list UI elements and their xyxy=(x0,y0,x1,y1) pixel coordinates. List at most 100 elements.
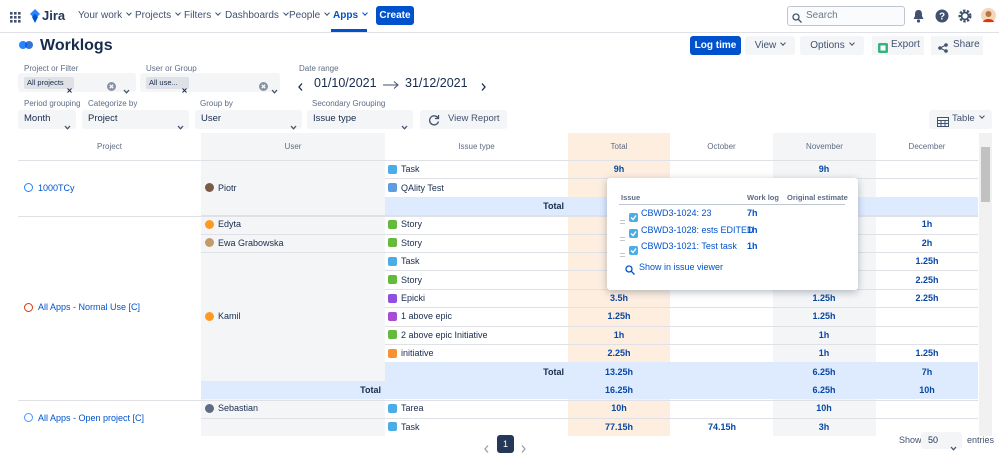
icon-part xyxy=(481,83,486,91)
view-report-label: View Report xyxy=(448,113,500,124)
icon-part xyxy=(271,89,278,94)
nav-item[interactable]: Projects xyxy=(135,10,180,21)
icon-part xyxy=(938,44,947,52)
grouping-select[interactable] xyxy=(307,110,413,129)
worklogs-logo xyxy=(18,38,34,50)
chevron-icon xyxy=(290,117,297,130)
cell-value: 13.25h xyxy=(604,366,634,377)
nav-item[interactable]: People xyxy=(289,10,329,21)
column-header[interactable]: Issue type xyxy=(458,142,495,151)
icon-part xyxy=(916,19,921,23)
popup-issue-link[interactable]: CBWD3-1021: Test task xyxy=(641,241,737,251)
icon-part xyxy=(19,41,27,49)
page-size-label: Show xyxy=(899,435,922,445)
log-time-button[interactable]: Log time xyxy=(690,36,741,55)
icon-part xyxy=(18,12,21,15)
search-box[interactable] xyxy=(787,6,905,26)
icon-part xyxy=(629,245,638,255)
nav-bar xyxy=(0,0,999,33)
icon-part xyxy=(290,125,297,130)
icon-part xyxy=(10,12,21,23)
icon-part xyxy=(10,16,13,19)
popup-worklog: 1h xyxy=(747,241,758,251)
page-size-suffix: entries xyxy=(967,435,995,445)
nav-item[interactable]: Filters xyxy=(184,10,220,21)
column-header[interactable]: User xyxy=(284,142,302,151)
filter-label: Date range xyxy=(299,64,339,73)
cell-value: 1h xyxy=(613,329,625,340)
icon-part xyxy=(429,115,440,126)
date-arrow xyxy=(383,77,399,89)
nav-item[interactable]: Your work xyxy=(78,10,131,21)
column-header[interactable]: Total xyxy=(610,142,628,151)
cell-value: 2.25h xyxy=(915,293,939,303)
grouping-select[interactable] xyxy=(18,110,76,129)
popup-issue-link[interactable]: CBWD3-1024: 23 xyxy=(641,208,712,218)
cell-value: 2.25h xyxy=(915,274,939,285)
project-name[interactable]: All Apps - Open project [C] xyxy=(38,412,145,423)
jira-logo xyxy=(29,9,40,23)
project-name[interactable]: 1000TCy xyxy=(38,182,75,193)
icon-part xyxy=(30,9,40,23)
grouping-select[interactable] xyxy=(195,110,302,129)
grouping-label: Secondary Grouping xyxy=(312,99,386,108)
icon-part xyxy=(298,83,303,91)
icon-part xyxy=(18,20,21,23)
date-end: 31/12/2021 xyxy=(405,76,468,90)
search-placeholder: Search xyxy=(806,10,838,21)
cell-value: 1.25h xyxy=(915,348,939,359)
icon-part xyxy=(630,247,637,253)
column-header[interactable]: October xyxy=(707,142,736,151)
create-button[interactable]: Create xyxy=(376,6,414,25)
icon-part xyxy=(629,212,638,222)
cell-value: 1h xyxy=(818,348,830,359)
grouping-label: Period grouping xyxy=(24,99,81,108)
cell-value: 10h xyxy=(919,385,935,395)
filter-label: User or Group xyxy=(146,64,197,73)
icon-part xyxy=(629,245,638,255)
share-label: Share xyxy=(953,39,980,50)
chevron-icon xyxy=(123,81,130,94)
header-border xyxy=(18,160,978,161)
icon-part xyxy=(401,125,408,130)
user-total-row xyxy=(385,362,978,381)
project-chip-label: All projects xyxy=(27,78,64,87)
icon-part xyxy=(109,84,114,89)
icon-part xyxy=(10,20,13,23)
page-button[interactable]: 1 xyxy=(497,435,514,453)
icon-part xyxy=(797,18,802,23)
popup-issue-link[interactable]: CBWD3-1028: ests EDITED xyxy=(641,224,754,235)
icon-part xyxy=(18,16,21,19)
clear-icon xyxy=(107,78,116,91)
user-avatar xyxy=(205,311,214,321)
column-header[interactable]: November xyxy=(806,142,843,151)
drag-handle xyxy=(620,244,625,257)
chevron-icon xyxy=(401,117,408,130)
page-size-select[interactable] xyxy=(921,432,962,449)
view-report-button[interactable] xyxy=(420,110,507,129)
icon-part xyxy=(629,212,638,222)
cell-value: 2.25h xyxy=(607,348,631,359)
grouping-select[interactable] xyxy=(82,110,189,129)
date-start: 01/10/2021 xyxy=(314,76,377,90)
issue-type-icon xyxy=(388,293,397,303)
grouping-value: User xyxy=(201,113,222,124)
project-name[interactable]: All Apps - Normal Use [C] xyxy=(38,302,141,313)
scrollbar-thumb xyxy=(981,147,990,202)
project-chip xyxy=(24,77,74,89)
issue-type: Story xyxy=(401,237,423,248)
popup-header: Work log xyxy=(747,193,779,202)
icon-part xyxy=(259,82,268,91)
view-button[interactable]: View xyxy=(745,36,795,55)
column-header[interactable]: December xyxy=(908,142,946,151)
icon-part xyxy=(32,14,38,23)
column-header[interactable]: Project xyxy=(97,142,122,151)
settings-icon xyxy=(958,9,972,23)
help-icon: ? xyxy=(935,9,949,23)
show-in-viewer-link[interactable]: Show in issue viewer xyxy=(639,262,724,272)
nav-item[interactable]: Apps xyxy=(333,10,367,21)
options-button[interactable]: Options xyxy=(800,36,864,55)
refresh-icon xyxy=(428,113,440,126)
nav-item[interactable]: Dashboards xyxy=(225,10,288,21)
total-label: Total xyxy=(543,201,564,211)
